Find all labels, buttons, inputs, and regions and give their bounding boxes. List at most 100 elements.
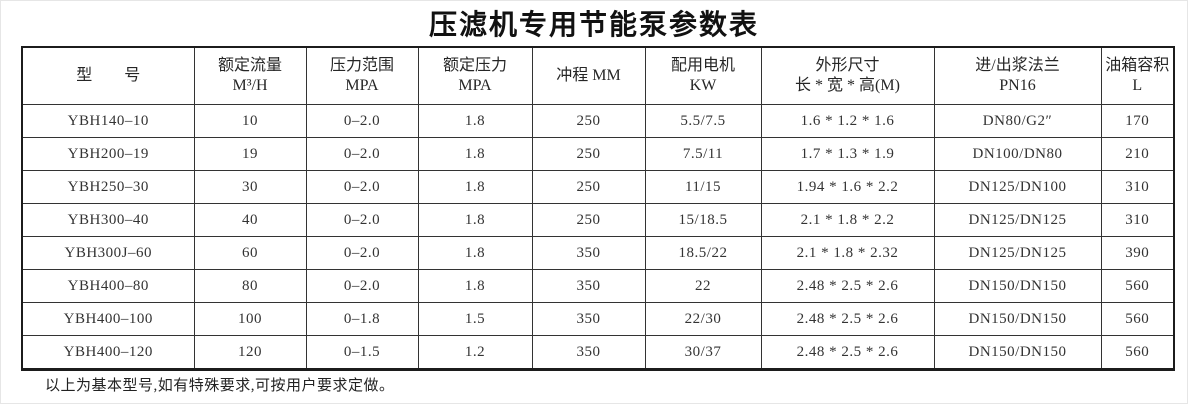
cell-stroke: 250 bbox=[531, 203, 646, 238]
cell-motor: 18.5/22 bbox=[644, 236, 762, 271]
cell-stroke: 250 bbox=[531, 104, 646, 139]
page-title: 压滤机专用节能泵参数表 bbox=[428, 9, 759, 40]
cell-stroke: 350 bbox=[531, 335, 646, 371]
column-header-motor: 配用电机 KW bbox=[644, 46, 762, 106]
cell-flange: DN150/DN150 bbox=[933, 302, 1102, 337]
cell-flange: DN125/DN125 bbox=[933, 203, 1102, 238]
cell-motor: 30/37 bbox=[644, 335, 762, 371]
cell-stroke: 350 bbox=[531, 302, 646, 337]
table-row: YBH400–100 100 0–1.8 1.5 350 22/30 2.48 … bbox=[21, 302, 1175, 337]
cell-rated-flow: 30 bbox=[193, 170, 307, 205]
cell-pressure-range: 0–1.5 bbox=[305, 335, 419, 371]
cell-tank-volume: 560 bbox=[1100, 335, 1175, 371]
column-header-tank-volume: 油箱容积 L bbox=[1100, 46, 1175, 106]
cell-rated-pressure: 1.2 bbox=[417, 335, 533, 371]
cell-rated-flow: 19 bbox=[193, 137, 307, 172]
cell-dimensions: 2.48 * 2.5 * 2.6 bbox=[760, 335, 935, 371]
cell-dimensions: 1.94 * 1.6 * 2.2 bbox=[760, 170, 935, 205]
column-header-dimensions: 外形尺寸 长 * 宽 * 高(M) bbox=[760, 46, 935, 106]
header-line: 额定流量 bbox=[217, 57, 282, 75]
header-line: MPA bbox=[345, 77, 379, 95]
cell-rated-flow: 60 bbox=[193, 236, 307, 271]
header-line: L bbox=[1132, 77, 1143, 95]
table-row: YBH250–30 30 0–2.0 1.8 250 11/15 1.94 * … bbox=[21, 170, 1175, 205]
table-row: YBH300J–60 60 0–2.0 1.8 350 18.5/22 2.1 … bbox=[21, 236, 1175, 271]
cell-motor: 15/18.5 bbox=[644, 203, 762, 238]
cell-motor: 5.5/7.5 bbox=[644, 104, 762, 139]
column-header-model: 型 号 bbox=[21, 46, 195, 106]
table-row: YBH140–10 10 0–2.0 1.8 250 5.5/7.5 1.6 *… bbox=[21, 104, 1175, 139]
column-header-pressure-range: 压力范围 MPA bbox=[305, 46, 419, 106]
cell-pressure-range: 0–2.0 bbox=[305, 203, 419, 238]
footer-note: 以上为基本型号,如有特殊要求,可按用户要求定做。 bbox=[45, 378, 395, 395]
header-line: 额定压力 bbox=[442, 57, 507, 75]
cell-rated-flow: 120 bbox=[193, 335, 307, 371]
header-line: 油箱容积 bbox=[1105, 57, 1170, 75]
header-line: 外形尺寸 bbox=[815, 57, 880, 75]
header-line: 长 * 宽 * 高(M) bbox=[795, 77, 900, 95]
column-header-stroke: 冲程 MM bbox=[531, 46, 646, 106]
header-line: 压力范围 bbox=[329, 57, 394, 75]
cell-stroke: 250 bbox=[531, 137, 646, 172]
cell-rated-pressure: 1.8 bbox=[417, 236, 533, 271]
cell-tank-volume: 210 bbox=[1100, 137, 1175, 172]
table-header-row: 型 号 额定流量 M³/H 压力范围 MPA 额定压力 MPA 冲程 MM bbox=[21, 46, 1175, 106]
cell-dimensions: 2.1 * 1.8 * 2.2 bbox=[760, 203, 935, 238]
cell-flange: DN125/DN100 bbox=[933, 170, 1102, 205]
cell-pressure-range: 0–1.8 bbox=[305, 302, 419, 337]
cell-motor: 7.5/11 bbox=[644, 137, 762, 172]
cell-motor: 22 bbox=[644, 269, 762, 304]
cell-model: YBH200–19 bbox=[21, 137, 195, 172]
cell-model: YBH140–10 bbox=[21, 104, 195, 139]
cell-stroke: 350 bbox=[531, 236, 646, 271]
cell-tank-volume: 560 bbox=[1100, 269, 1175, 304]
table-row: YBH400–80 80 0–2.0 1.8 350 22 2.48 * 2.5… bbox=[21, 269, 1175, 304]
cell-flange: DN150/DN150 bbox=[933, 269, 1102, 304]
cell-flange: DN150/DN150 bbox=[933, 335, 1102, 371]
header-line: 冲程 MM bbox=[556, 67, 621, 85]
cell-rated-pressure: 1.8 bbox=[417, 269, 533, 304]
cell-pressure-range: 0–2.0 bbox=[305, 137, 419, 172]
cell-stroke: 250 bbox=[531, 170, 646, 205]
header-line: KW bbox=[689, 77, 717, 95]
cell-model: YBH300–40 bbox=[21, 203, 195, 238]
cell-model: YBH400–100 bbox=[21, 302, 195, 337]
header-line: MPA bbox=[458, 77, 492, 95]
cell-pressure-range: 0–2.0 bbox=[305, 104, 419, 139]
cell-flange: DN125/DN125 bbox=[933, 236, 1102, 271]
cell-pressure-range: 0–2.0 bbox=[305, 269, 419, 304]
header-line: PN16 bbox=[999, 77, 1036, 95]
cell-motor: 11/15 bbox=[644, 170, 762, 205]
cell-model: YBH250–30 bbox=[21, 170, 195, 205]
header-line: 进/出浆法兰 bbox=[975, 57, 1060, 75]
cell-rated-flow: 100 bbox=[193, 302, 307, 337]
cell-flange: DN100/DN80 bbox=[933, 137, 1102, 172]
cell-tank-volume: 170 bbox=[1100, 104, 1175, 139]
cell-rated-pressure: 1.8 bbox=[417, 104, 533, 139]
pump-parameters-table: 型 号 额定流量 M³/H 压力范围 MPA 额定压力 MPA 冲程 MM bbox=[21, 46, 1175, 372]
cell-stroke: 350 bbox=[531, 269, 646, 304]
cell-motor: 22/30 bbox=[644, 302, 762, 337]
column-header-rated-flow: 额定流量 M³/H bbox=[193, 46, 307, 106]
header-line: 配用电机 bbox=[670, 57, 735, 75]
table-row: YBH300–40 40 0–2.0 1.8 250 15/18.5 2.1 *… bbox=[21, 203, 1175, 238]
cell-rated-pressure: 1.5 bbox=[417, 302, 533, 337]
cell-pressure-range: 0–2.0 bbox=[305, 170, 419, 205]
cell-dimensions: 2.1 * 1.8 * 2.32 bbox=[760, 236, 935, 271]
cell-model: YBH400–80 bbox=[21, 269, 195, 304]
cell-dimensions: 1.7 * 1.3 * 1.9 bbox=[760, 137, 935, 172]
cell-tank-volume: 310 bbox=[1100, 203, 1175, 238]
column-header-rated-pressure: 额定压力 MPA bbox=[417, 46, 533, 106]
cell-rated-pressure: 1.8 bbox=[417, 170, 533, 205]
cell-dimensions: 2.48 * 2.5 * 2.6 bbox=[760, 269, 935, 304]
cell-rated-flow: 10 bbox=[193, 104, 307, 139]
cell-rated-flow: 40 bbox=[193, 203, 307, 238]
column-header-flange: 进/出浆法兰 PN16 bbox=[933, 46, 1102, 106]
cell-rated-flow: 80 bbox=[193, 269, 307, 304]
cell-rated-pressure: 1.8 bbox=[417, 203, 533, 238]
cell-model: YBH400–120 bbox=[21, 335, 195, 371]
cell-flange: DN80/G2″ bbox=[933, 104, 1102, 139]
cell-rated-pressure: 1.8 bbox=[417, 137, 533, 172]
table-row: YBH400–120 120 0–1.5 1.2 350 30/37 2.48 … bbox=[21, 335, 1175, 371]
